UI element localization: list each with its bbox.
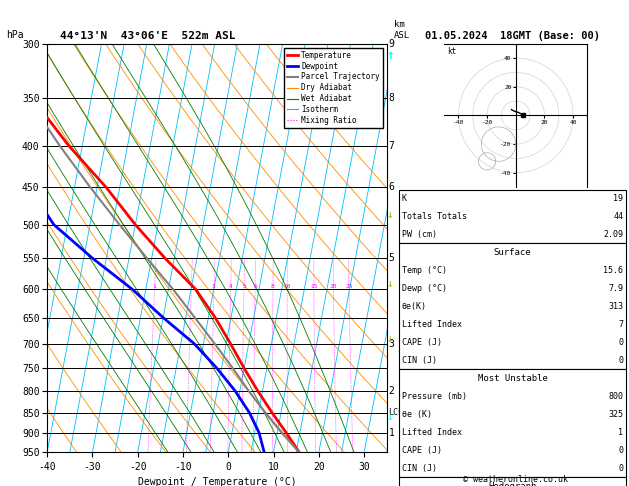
Text: 01.05.2024  18GMT (Base: 00): 01.05.2024 18GMT (Base: 00) — [425, 31, 600, 41]
Text: Lifted Index: Lifted Index — [402, 428, 462, 437]
Text: 44°13'N  43°06'E  522m ASL: 44°13'N 43°06'E 522m ASL — [60, 31, 235, 41]
Text: K: K — [402, 194, 407, 203]
Text: 0: 0 — [618, 356, 623, 365]
Text: Temp (°C): Temp (°C) — [402, 266, 447, 275]
Text: 313: 313 — [608, 302, 623, 311]
Text: CAPE (J): CAPE (J) — [402, 446, 442, 455]
Text: 325: 325 — [608, 410, 623, 419]
Text: LCL: LCL — [389, 408, 404, 417]
Text: 6: 6 — [389, 182, 394, 192]
Text: ↑: ↑ — [386, 49, 394, 62]
Text: 0: 0 — [618, 464, 623, 473]
Text: 5: 5 — [242, 284, 246, 289]
Text: 2.09: 2.09 — [603, 230, 623, 239]
Text: 0: 0 — [618, 338, 623, 347]
Text: 7: 7 — [389, 140, 394, 151]
Text: hPa: hPa — [6, 30, 24, 40]
Text: 15.6: 15.6 — [603, 266, 623, 275]
Text: 4: 4 — [229, 284, 233, 289]
Text: 1: 1 — [389, 428, 394, 438]
Text: 3: 3 — [212, 284, 216, 289]
Text: © weatheronline.co.uk: © weatheronline.co.uk — [464, 474, 568, 484]
Text: 6: 6 — [253, 284, 257, 289]
Text: 20: 20 — [330, 284, 337, 289]
Text: Hodograph: Hodograph — [489, 482, 537, 486]
Text: 9: 9 — [389, 39, 394, 49]
Text: ↓: ↓ — [387, 279, 393, 289]
Text: 3: 3 — [389, 339, 394, 349]
Text: 7.9: 7.9 — [608, 284, 623, 293]
Text: PW (cm): PW (cm) — [402, 230, 437, 239]
Text: 1: 1 — [618, 428, 623, 437]
Text: 25: 25 — [345, 284, 353, 289]
Text: 800: 800 — [608, 392, 623, 401]
Text: 2: 2 — [389, 386, 394, 396]
Text: 10: 10 — [284, 284, 291, 289]
X-axis label: Dewpoint / Temperature (°C): Dewpoint / Temperature (°C) — [138, 477, 296, 486]
Text: ↓: ↓ — [387, 210, 393, 220]
Text: km
ASL: km ASL — [394, 20, 409, 40]
Text: Surface: Surface — [494, 248, 532, 257]
Text: kt: kt — [447, 47, 456, 55]
Text: Pressure (mb): Pressure (mb) — [402, 392, 467, 401]
Text: CAPE (J): CAPE (J) — [402, 338, 442, 347]
Legend: Temperature, Dewpoint, Parcel Trajectory, Dry Adiabat, Wet Adiabat, Isotherm, Mi: Temperature, Dewpoint, Parcel Trajectory… — [284, 48, 383, 128]
Text: 8: 8 — [389, 93, 394, 104]
Text: 1: 1 — [153, 284, 157, 289]
Text: 8: 8 — [271, 284, 275, 289]
Text: 7: 7 — [618, 320, 623, 329]
Text: 2: 2 — [189, 284, 193, 289]
Text: Totals Totals: Totals Totals — [402, 212, 467, 221]
Text: Lifted Index: Lifted Index — [402, 320, 462, 329]
Text: θe (K): θe (K) — [402, 410, 432, 419]
Text: 44: 44 — [613, 212, 623, 221]
Text: θe(K): θe(K) — [402, 302, 427, 311]
Text: ↓: ↓ — [387, 413, 393, 422]
Text: 0: 0 — [618, 446, 623, 455]
Text: 19: 19 — [613, 194, 623, 203]
Text: 5: 5 — [389, 253, 394, 263]
Text: CIN (J): CIN (J) — [402, 356, 437, 365]
Text: 15: 15 — [310, 284, 318, 289]
Text: ↓: ↓ — [387, 334, 393, 344]
Text: Dewp (°C): Dewp (°C) — [402, 284, 447, 293]
Text: CIN (J): CIN (J) — [402, 464, 437, 473]
Text: Most Unstable: Most Unstable — [477, 374, 548, 383]
